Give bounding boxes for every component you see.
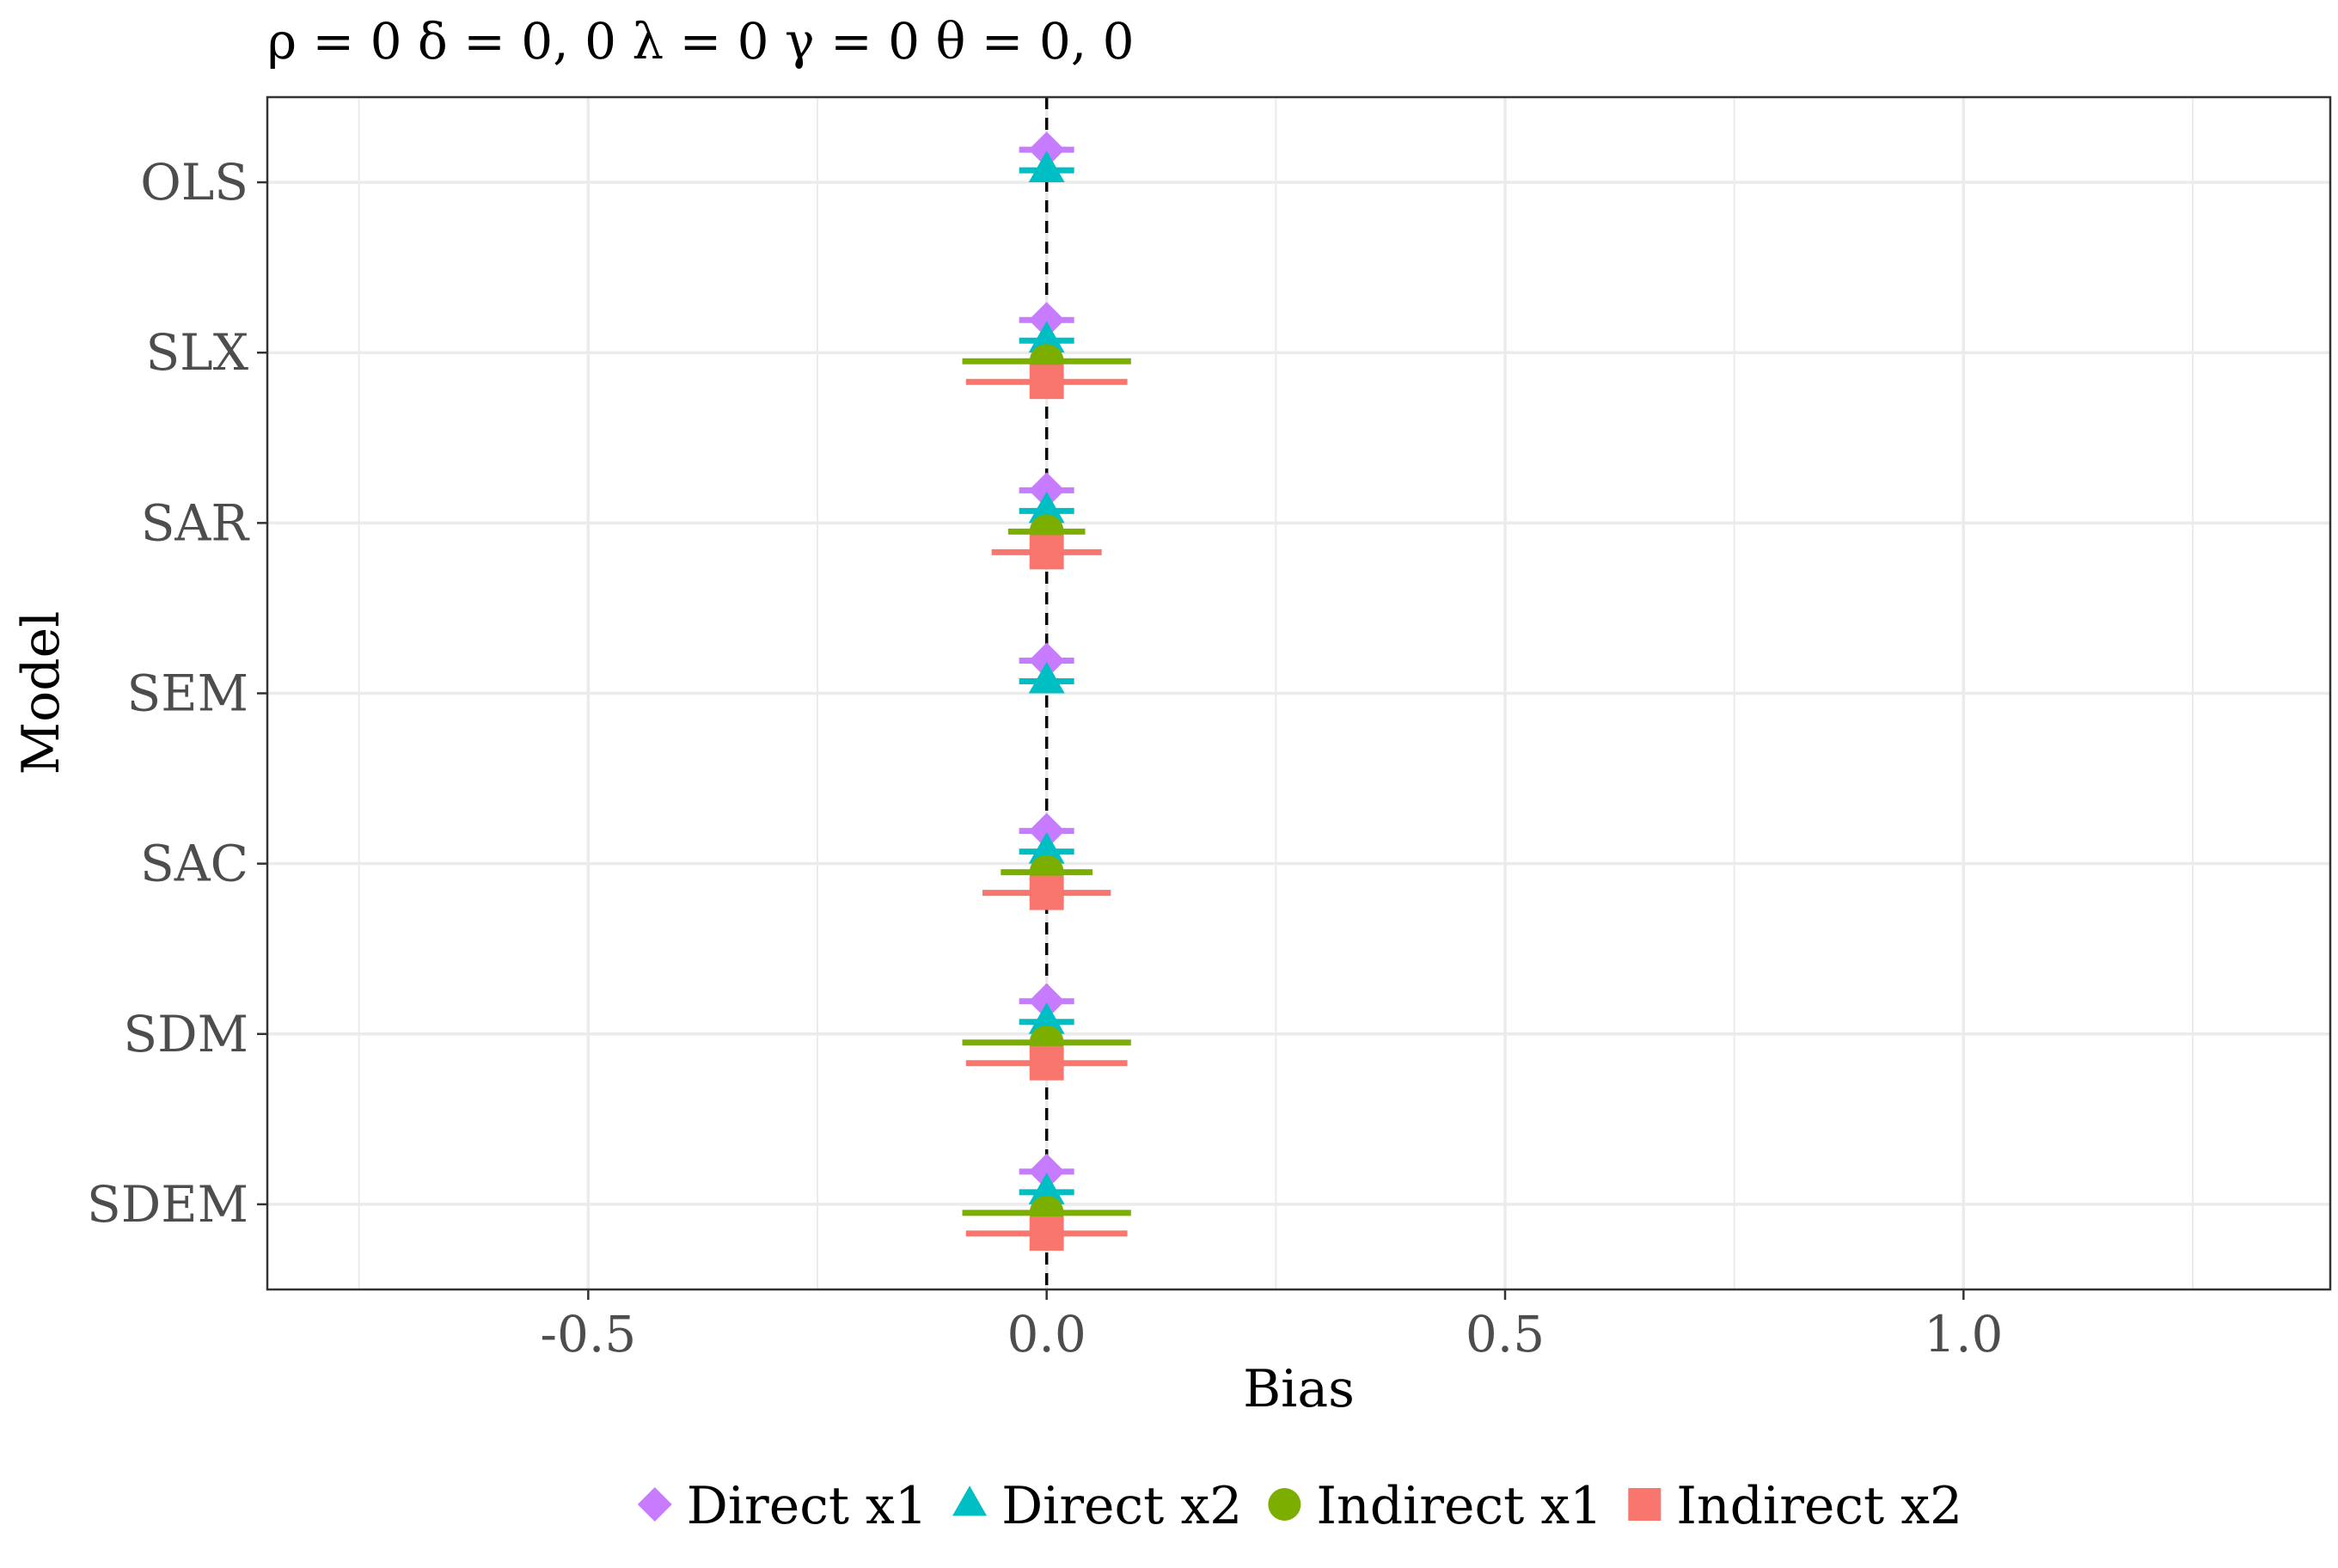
legend: Direct x1 Direct x2 Indirect x1 Indirect x2 (637, 1476, 1962, 1536)
x-tick-label: 1.0 (1924, 1305, 2003, 1363)
legend-key-indirect-x1 (1268, 1488, 1301, 1521)
point-direct-x1-sac (1028, 812, 1065, 849)
axis-layer: -0.5 0.0 0.5 1.0 OLS SLX SAR SEM SAC SDM SDEM (87, 153, 2003, 1363)
point-indirect-x2-sar (1029, 535, 1064, 570)
point-direct-x2-sac (1028, 831, 1065, 864)
point-direct-x1-sem (1028, 642, 1065, 679)
point-direct-x2-slx (1028, 321, 1065, 353)
y-tick-label-sac: SAC (140, 835, 248, 893)
y-tick-label-sar: SAR (141, 493, 251, 552)
point-direct-x1-slx (1028, 302, 1065, 339)
legend-key-direct-x1 (637, 1487, 672, 1522)
legend-key-indirect-x2 (1628, 1488, 1662, 1521)
y-tick-label-sem: SEM (127, 665, 248, 723)
point-indirect-x2-sac (1029, 875, 1064, 910)
x-axis-title: Bias (1243, 1359, 1355, 1419)
point-direct-x1-sdm (1028, 983, 1065, 1020)
grid-layer (267, 97, 2330, 1289)
series-indirect-x2 (965, 364, 1128, 1251)
series-direct-x1 (1019, 132, 1074, 1190)
series-direct-x2 (1019, 150, 1074, 1204)
point-indirect-x2-sdem (1029, 1216, 1064, 1251)
point-direct-x2-sem (1028, 661, 1065, 694)
legend-label-direct-x1: Direct x1 (687, 1476, 927, 1536)
point-indirect-x2-sdm (1029, 1045, 1064, 1081)
legend-key-direct-x2 (952, 1485, 988, 1516)
point-direct-x2-sdm (1028, 1002, 1065, 1034)
y-tick-label-sdem: SDEM (87, 1175, 248, 1234)
chart-title: ρ = 0 δ = 0, 0 λ = 0 γ = 0 θ = 0, 0 (267, 12, 1135, 70)
point-direct-x2-sar (1028, 491, 1065, 524)
y-tick-label-sdm: SDM (123, 1005, 248, 1063)
x-tick-label: -0.5 (540, 1305, 636, 1363)
y-tick-label-ols: OLS (140, 153, 248, 211)
point-direct-x1-sdem (1028, 1153, 1065, 1190)
legend-label-indirect-x1: Indirect x1 (1316, 1476, 1602, 1536)
point-direct-x2-ols (1028, 150, 1065, 183)
y-axis-title: Model (11, 611, 71, 775)
y-tick-label-slx: SLX (145, 323, 248, 382)
point-direct-x1-sar (1028, 472, 1065, 509)
legend-label-indirect-x2: Indirect x2 (1676, 1476, 1962, 1536)
point-direct-x2-sdem (1028, 1173, 1065, 1204)
point-indirect-x2-slx (1029, 364, 1064, 400)
x-tick-label: 0.0 (1007, 1305, 1086, 1363)
legend-label-direct-x2: Direct x2 (1001, 1476, 1242, 1536)
marks-layer (962, 132, 1131, 1251)
x-tick-label: 0.5 (1466, 1305, 1545, 1363)
point-direct-x1-ols (1028, 132, 1065, 168)
